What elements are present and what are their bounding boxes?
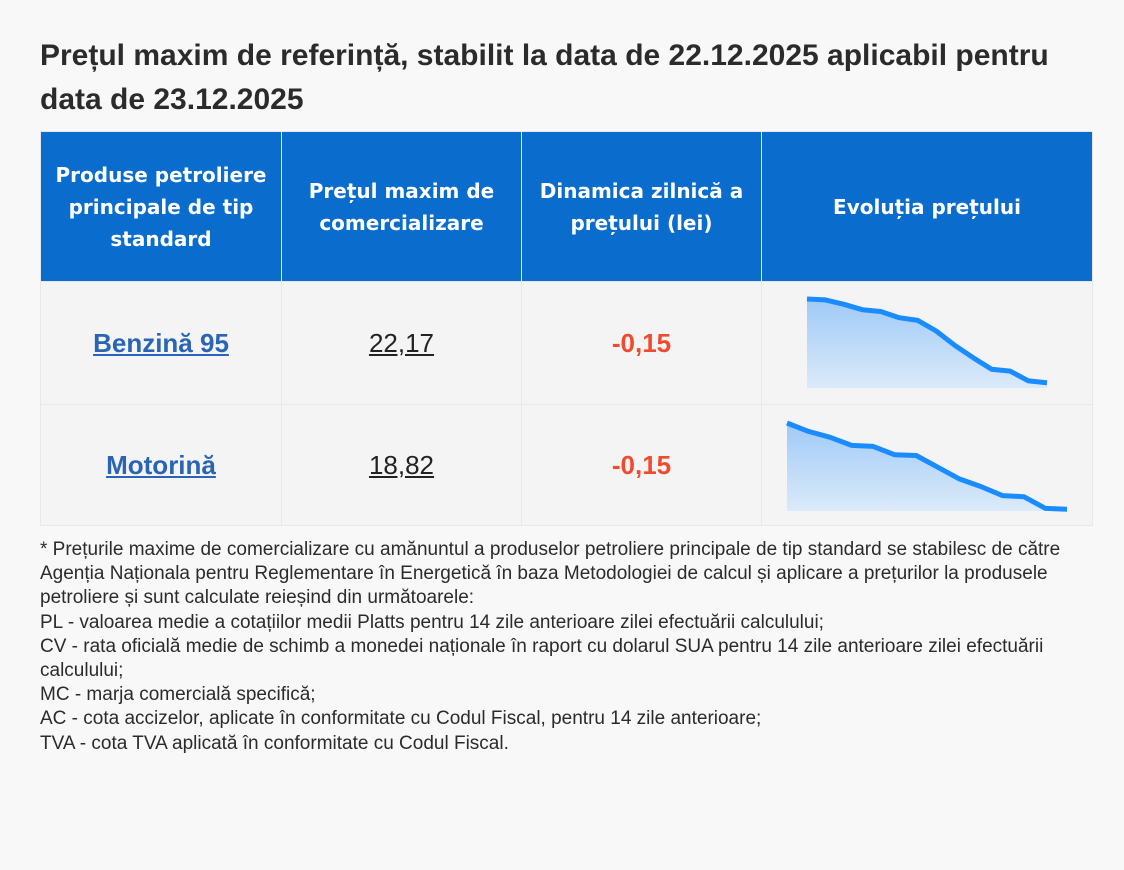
- header-delta: Dinamica zilnică a prețului (lei): [521, 131, 762, 282]
- sparkline-line: [786, 420, 1068, 512]
- footnote-line: CV - rata oficială medie de schimb a mon…: [40, 635, 1044, 682]
- price-cell: 22,17: [281, 281, 522, 405]
- header-product: Produse petroliere principale de tip sta…: [40, 131, 282, 282]
- price-value[interactable]: 18,82: [368, 449, 435, 480]
- table-row: Motorină 18,82 -0,15: [40, 404, 1093, 526]
- delta-value: -0,15: [611, 327, 672, 358]
- sparkline-cell: [761, 281, 1093, 405]
- footnote: * Prețurile maxime de comercializare cu …: [40, 538, 1100, 756]
- sparkline-cell: [761, 404, 1093, 526]
- footnote-line: TVA - cota TVA aplicată în conformitate …: [40, 732, 509, 754]
- table-row: Benzină 95 22,17 -0,15: [40, 281, 1093, 405]
- delta-value: -0,15: [611, 449, 672, 480]
- product-link[interactable]: Motorină: [106, 449, 216, 480]
- product-cell: Motorină: [40, 404, 282, 526]
- delta-cell: -0,15: [521, 404, 762, 526]
- sparkline-chart: [786, 420, 1068, 512]
- sparkline-line: [806, 296, 1048, 386]
- footnote-line: MC - marja comercială specifică;: [40, 684, 316, 706]
- sparkline-area: [787, 423, 1067, 511]
- header-price: Prețul maxim de comercializare: [281, 131, 522, 282]
- footnote-line: * Prețurile maxime de comercializare cu …: [40, 539, 1061, 609]
- price-table: Produse petroliere principale de tip sta…: [40, 131, 1093, 526]
- header-evolution: Evoluția prețului: [761, 131, 1093, 282]
- product-link[interactable]: Benzină 95: [93, 327, 229, 358]
- sparkline-area: [807, 299, 1047, 388]
- product-cell: Benzină 95: [40, 281, 282, 405]
- page-title: Prețul maxim de referință, stabilit la d…: [40, 39, 1049, 116]
- price-value[interactable]: 22,17: [368, 327, 435, 358]
- delta-cell: -0,15: [521, 281, 762, 405]
- table-header-row: Produse petroliere principale de tip sta…: [40, 131, 1093, 282]
- footnote-line: PL - valoarea medie a cotațiilor medii P…: [40, 611, 824, 633]
- price-cell: 18,82: [281, 404, 522, 526]
- sparkline-chart: [806, 296, 1048, 388]
- footnote-line: AC - cota accizelor, aplicate în conform…: [40, 708, 762, 730]
